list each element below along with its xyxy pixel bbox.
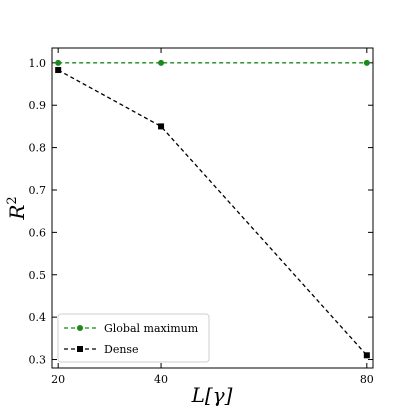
y-tick-label: 0.6 [29,226,47,239]
y-tick-label: 0.3 [29,354,47,367]
data-point-global-maximum [363,59,370,66]
data-point-global-maximum [55,59,62,66]
x-tick-label: 20 [51,373,65,386]
plot-frame [51,47,374,369]
x-axis-label: L[γ] [191,383,233,407]
y-tick-label: 1.0 [29,57,47,70]
legend: Global maximum Dense [57,313,210,363]
x-tick-label: 80 [360,373,374,386]
data-point-global-maximum [158,59,165,66]
legend-global-maximum-label: Global maximum [104,322,199,335]
legend-box [57,313,210,363]
y-tick-label: 0.4 [29,311,47,324]
x-tick-label: 40 [154,373,168,386]
series-layer [55,59,370,359]
y-axis-label: R2 [5,196,29,220]
y-axis: 0.3 0.4 0.5 0.6 0.7 0.8 0.9 1.0 [29,57,373,367]
data-point-dense [55,67,62,74]
data-point-dense [363,352,370,359]
series-line-dense [57,69,368,356]
legend-global-maximum-marker [77,325,83,331]
y-tick-label: 0.7 [29,184,47,197]
data-point-dense [158,123,165,130]
legend-dense-label: Dense [104,343,139,356]
x-axis: 20 40 80 [51,48,374,386]
y-tick-label: 0.8 [29,142,47,155]
y-tick-label: 0.5 [29,269,47,282]
legend-dense-marker [77,346,83,352]
y-tick-label: 0.9 [29,99,47,112]
